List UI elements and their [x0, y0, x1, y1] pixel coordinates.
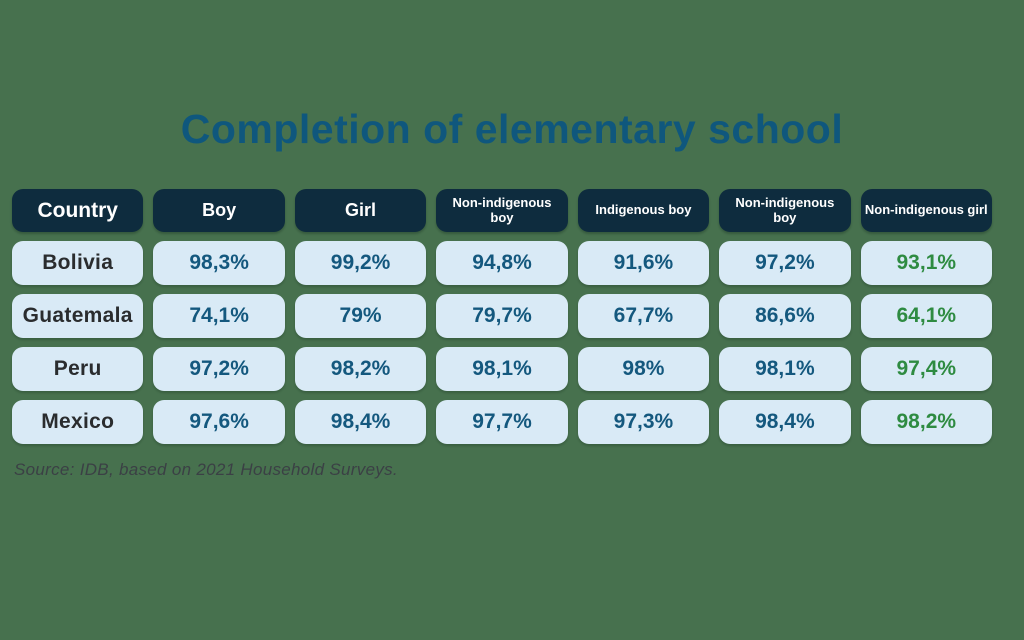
column-header-girl: Girl [294, 189, 427, 232]
value-cell: 99,2% [294, 241, 427, 285]
completion-table: Country Boy Girl Non-indigenous boy Indi… [12, 189, 992, 444]
value-cell: 74,1% [153, 294, 285, 338]
country-cell: Peru [12, 347, 144, 391]
value-cell: 98,1% [436, 347, 568, 391]
value-cell-green: 93,1% [860, 241, 992, 285]
value-cell: 98,4% [719, 400, 851, 444]
column-header-indigenous-boy: Indigenous boy [577, 189, 710, 232]
value-cell: 97,2% [153, 347, 285, 391]
value-cell: 98,3% [153, 241, 285, 285]
value-cell-green: 98,2% [860, 400, 992, 444]
country-cell: Mexico [12, 400, 144, 444]
value-cell-green: 97,4% [860, 347, 992, 391]
country-cell: Bolivia [12, 241, 144, 285]
value-cell: 97,2% [719, 241, 851, 285]
country-cell: Guatemala [12, 294, 144, 338]
chart-title: Completion of elementary school [180, 106, 844, 152]
column-header-non-indigenous-girl: Non-indigenous girl [860, 189, 992, 232]
value-cell: 79% [294, 294, 427, 338]
value-cell-green: 64,1% [860, 294, 992, 338]
value-cell: 67,7% [577, 294, 710, 338]
column-header-boy: Boy [153, 189, 285, 232]
value-cell: 86,6% [719, 294, 851, 338]
column-header-non-indigenous-boy-2: Non-indigenous boy [719, 189, 851, 232]
value-cell: 97,6% [153, 400, 285, 444]
value-cell: 79,7% [436, 294, 568, 338]
source-note: Source: IDB, based on 2021 Household Sur… [14, 460, 398, 479]
value-cell: 98,2% [294, 347, 427, 391]
value-cell: 98,4% [294, 400, 427, 444]
value-cell: 97,3% [577, 400, 710, 444]
column-header-non-indigenous-boy: Non-indigenous boy [436, 189, 568, 232]
column-header-country: Country [12, 189, 144, 232]
value-cell: 94,8% [436, 241, 568, 285]
value-cell: 98% [577, 347, 710, 391]
value-cell: 91,6% [577, 241, 710, 285]
value-cell: 98,1% [719, 347, 851, 391]
value-cell: 97,7% [436, 400, 568, 444]
